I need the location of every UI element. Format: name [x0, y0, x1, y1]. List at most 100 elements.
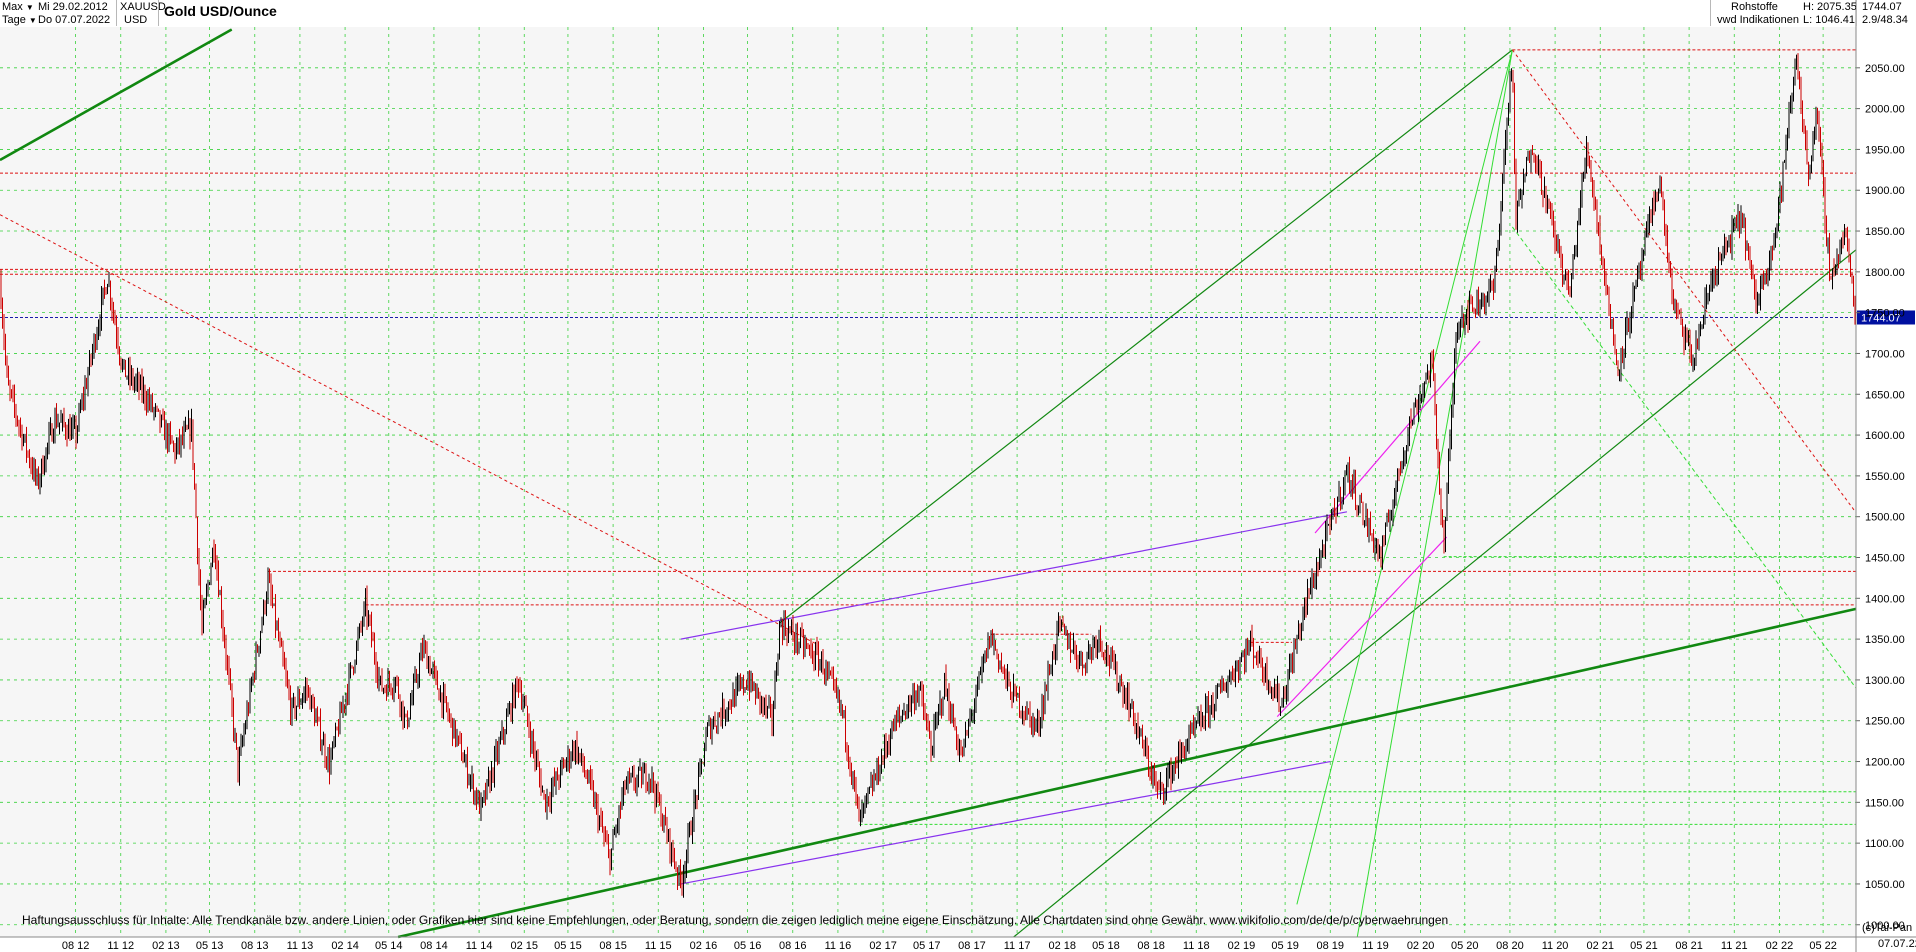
chevron-down-icon: ▼: [28, 16, 37, 25]
trendline: [779, 49, 1513, 624]
x-tick-label: 05 18: [1092, 940, 1120, 952]
trendline: [1511, 49, 1857, 513]
currency-label: USD: [124, 14, 148, 26]
y-tick-label: 1250.00: [1865, 716, 1905, 728]
x-tick-label: 11 20: [1542, 940, 1569, 952]
x-tick-label: 02 16: [690, 940, 718, 952]
y-tick-label: 1800.00: [1865, 267, 1905, 279]
x-tick-label: 11 19: [1362, 940, 1389, 952]
plot-area: [0, 27, 1856, 937]
y-tick-label: 1700.00: [1865, 348, 1905, 360]
x-tick-label: 11 12: [107, 940, 134, 952]
last-price-badge-label: 1744.07: [1861, 312, 1901, 324]
horizontal-levels: 1744.07: [0, 49, 1915, 825]
y-tick-label: 1550.00: [1865, 471, 1905, 483]
y-tick-label: 1750.00: [1865, 308, 1905, 320]
header-divider: [116, 0, 117, 26]
trendline: [680, 511, 1348, 640]
x-tick-label: 11 21: [1721, 940, 1748, 952]
x-tick-label: 05 21: [1630, 940, 1658, 952]
x-tick-label: 02 18: [1048, 940, 1076, 952]
date-from: Mi 29.02.2012: [38, 1, 108, 13]
header-divider: [1856, 0, 1857, 26]
trendlines: [0, 28, 1857, 939]
x-tick-label: 08 14: [420, 940, 448, 952]
last-price-badge: [1857, 310, 1915, 325]
x-tick-label: 08 20: [1496, 940, 1524, 952]
y-tick-label: 1850.00: [1865, 226, 1905, 238]
disclaimer-text: Haftungsausschluss für Inhalte: Alle Tre…: [22, 913, 1449, 927]
period-label: Tage: [2, 14, 26, 26]
trendline: [1276, 536, 1448, 718]
symbol-label: XAUUSD: [120, 1, 166, 13]
range-label: Max: [2, 1, 23, 13]
source-label: vwd Indikationen: [1717, 14, 1799, 26]
x-tick-label: 02 20: [1407, 940, 1435, 952]
chevron-down-icon: ▼: [25, 3, 34, 12]
x-tick-label: 02 22: [1766, 940, 1794, 952]
chart-title: Gold USD/Ounce: [164, 3, 277, 19]
trendline: [680, 760, 1331, 885]
x-tick-label: 11 13: [287, 940, 314, 952]
y-tick-label: 2050.00: [1865, 63, 1905, 75]
x-tick-label: 11 18: [1183, 940, 1210, 952]
x-tick-label: 08 13: [241, 940, 269, 952]
x-tick-label: 05 14: [375, 940, 403, 952]
price-candles: [0, 53, 1856, 898]
y-tick-label: 1650.00: [1865, 389, 1905, 401]
low-value: L: 1046.41: [1803, 14, 1855, 26]
y-tick-label: 1150.00: [1865, 797, 1904, 809]
header-divider: [1710, 0, 1711, 26]
y-tick-label: 1600.00: [1865, 430, 1905, 442]
y-tick-label: 1300.00: [1865, 675, 1905, 687]
x-tick-label: 11 17: [1004, 940, 1031, 952]
y-tick-label: 1050.00: [1865, 879, 1905, 891]
y-tick-label: 1950.00: [1865, 144, 1905, 156]
price-change: 2.9/48.34: [1862, 14, 1908, 26]
x-tick-label: 08 16: [779, 940, 807, 952]
y-tick-label: 1000.00: [1865, 920, 1905, 932]
x-tick-label: 11 14: [466, 940, 493, 952]
y-tick-label: 1900.00: [1865, 185, 1905, 197]
x-tick-label: 05 20: [1451, 940, 1479, 952]
y-tick-label: 1350.00: [1865, 634, 1905, 646]
high-value: H: 2075.35: [1803, 1, 1857, 13]
x-tick-label: 02 13: [152, 940, 180, 952]
chart-grid: [0, 27, 1856, 937]
major-support-line: [0, 28, 233, 162]
trendline: [1356, 49, 1513, 938]
last-price: 1744.07: [1862, 1, 1902, 13]
x-tick-label: 02 19: [1228, 940, 1256, 952]
header-divider: [158, 0, 159, 26]
x-tick-label: 02 15: [510, 940, 538, 952]
x-tick-label: 05 22: [1809, 940, 1837, 952]
major-support-line: [397, 607, 1857, 939]
x-tick-label: 08 19: [1317, 940, 1345, 952]
x-tick-label: 08 15: [599, 940, 627, 952]
period-selector[interactable]: Tage ▼: [2, 14, 37, 27]
y-tick-label: 1500.00: [1865, 512, 1905, 524]
last-date-label: 07.07.22: [1878, 938, 1916, 950]
time-axis: 08 12 11 12 02 13 05 13 08 13 11 13 02 14 05 14…: [62, 940, 1837, 952]
trendline: [1511, 226, 1857, 689]
x-tick-label: 02 21: [1586, 940, 1614, 952]
trendline: [1013, 249, 1857, 938]
category-label: Rohstoffe: [1731, 1, 1778, 13]
x-tick-label: 02 17: [869, 940, 897, 952]
range-selector[interactable]: Max ▼: [2, 1, 34, 14]
x-tick-label: 05 15: [554, 940, 582, 952]
trendline: [1296, 49, 1513, 905]
y-tick-label: 1100.00: [1865, 838, 1904, 850]
price-axis: 1000.00 1050.00 1100.00 1150.00 1200.00 1250.…: [1856, 63, 1905, 932]
copyright-label: (c)Tai-Pan: [1862, 922, 1913, 934]
x-tick-label: 11 16: [825, 940, 852, 952]
date-to: Do 07.07.2022: [38, 14, 111, 26]
x-tick-label: 05 13: [196, 940, 224, 952]
y-tick-label: 2000.00: [1865, 104, 1905, 116]
x-tick-label: 08 12: [62, 940, 90, 952]
x-tick-label: 05 17: [913, 940, 941, 952]
x-tick-label: 08 18: [1137, 940, 1165, 952]
x-tick-label: 05 19: [1271, 940, 1299, 952]
y-tick-label: 1450.00: [1865, 552, 1905, 564]
